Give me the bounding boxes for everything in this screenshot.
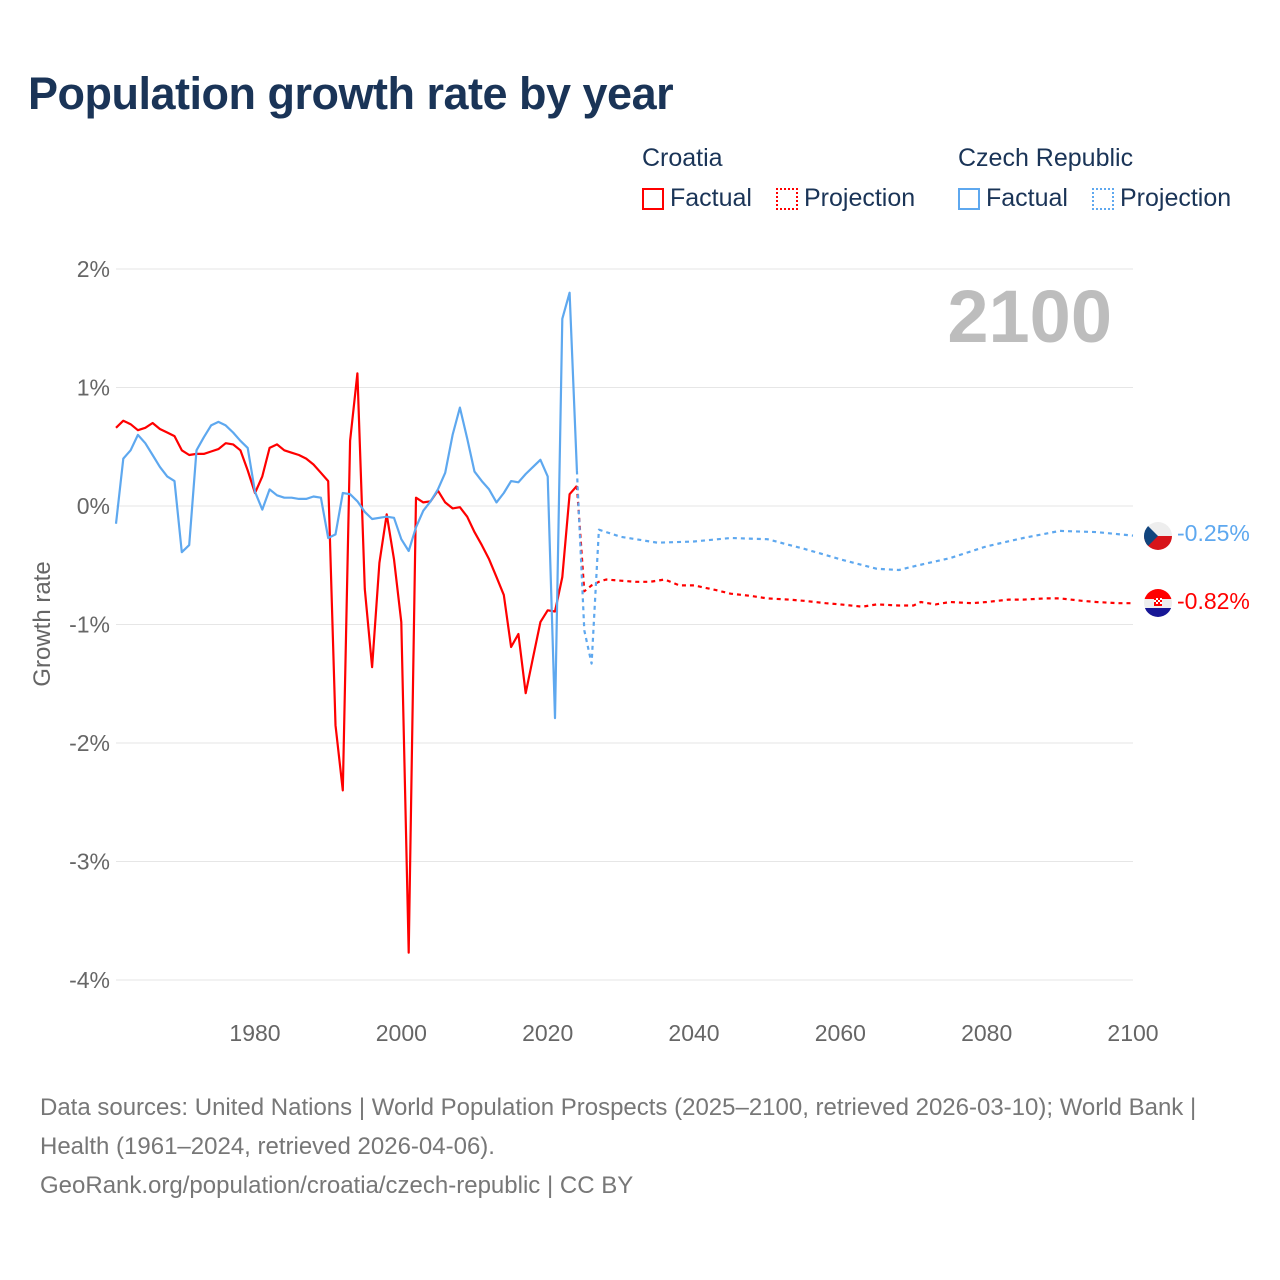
legend-croatia-heading: Croatia (642, 144, 723, 172)
legend-label: Factual (670, 184, 752, 212)
legend-label: Projection (804, 184, 916, 212)
legend-swatch-solid (642, 187, 664, 210)
x-tick-label: 2060 (815, 1020, 866, 1046)
czech-end-value: -0.25% (1177, 520, 1250, 546)
y-tick-label: 0% (77, 493, 110, 519)
y-tick-label: -1% (69, 612, 110, 638)
x-tick-label: 2080 (961, 1020, 1012, 1046)
source-link[interactable]: GeoRank.org/population/croatia/czech-rep… (40, 1172, 634, 1199)
legend-czech-heading: Czech Republic (958, 144, 1134, 172)
series-line-czech-republic-projection (575, 470, 1134, 665)
y-tick-label: -4% (69, 967, 110, 993)
legend-swatch-dotted (776, 187, 798, 210)
croatia-flag-icon (1144, 589, 1172, 617)
chart-title: Population growth rate by year (28, 68, 674, 119)
x-tick-label: 2100 (1107, 1020, 1158, 1046)
legend-label: Projection (1120, 184, 1232, 212)
y-tick-label: 2% (77, 256, 110, 282)
legend-czech-factual[interactable]: Factual (958, 184, 1068, 213)
series-line-croatia-projection (575, 485, 1133, 608)
czech-flag-icon (1144, 522, 1172, 550)
legend-croatia-projection[interactable]: Projection (776, 184, 915, 213)
series-line-croatia-factual (115, 372, 578, 954)
y-tick-label: -2% (69, 730, 110, 756)
x-tick-label: 2020 (522, 1020, 573, 1046)
year-display: 2100 (947, 275, 1112, 358)
legend-swatch-dotted (1092, 187, 1114, 210)
legend-czech-projection[interactable]: Projection (1092, 184, 1231, 213)
x-tick-label: 1980 (229, 1020, 280, 1046)
legend-swatch-solid (958, 187, 980, 210)
croatia-end-value: -0.82% (1177, 588, 1250, 614)
y-tick-label: 1% (77, 375, 110, 401)
y-axis-label: Growth rate (29, 561, 56, 686)
x-tick-label: 2000 (376, 1020, 427, 1046)
series-line-czech-republic-factual (114, 291, 578, 720)
legend-label: Factual (986, 184, 1068, 212)
data-sources: Data sources: United Nations | World Pop… (40, 1094, 1197, 1160)
x-tick-label: 2040 (668, 1020, 719, 1046)
footer: Data sources: United Nations | World Pop… (40, 1088, 1240, 1205)
legend-croatia-factual[interactable]: Factual (642, 184, 752, 213)
y-tick-label: -3% (69, 849, 110, 875)
